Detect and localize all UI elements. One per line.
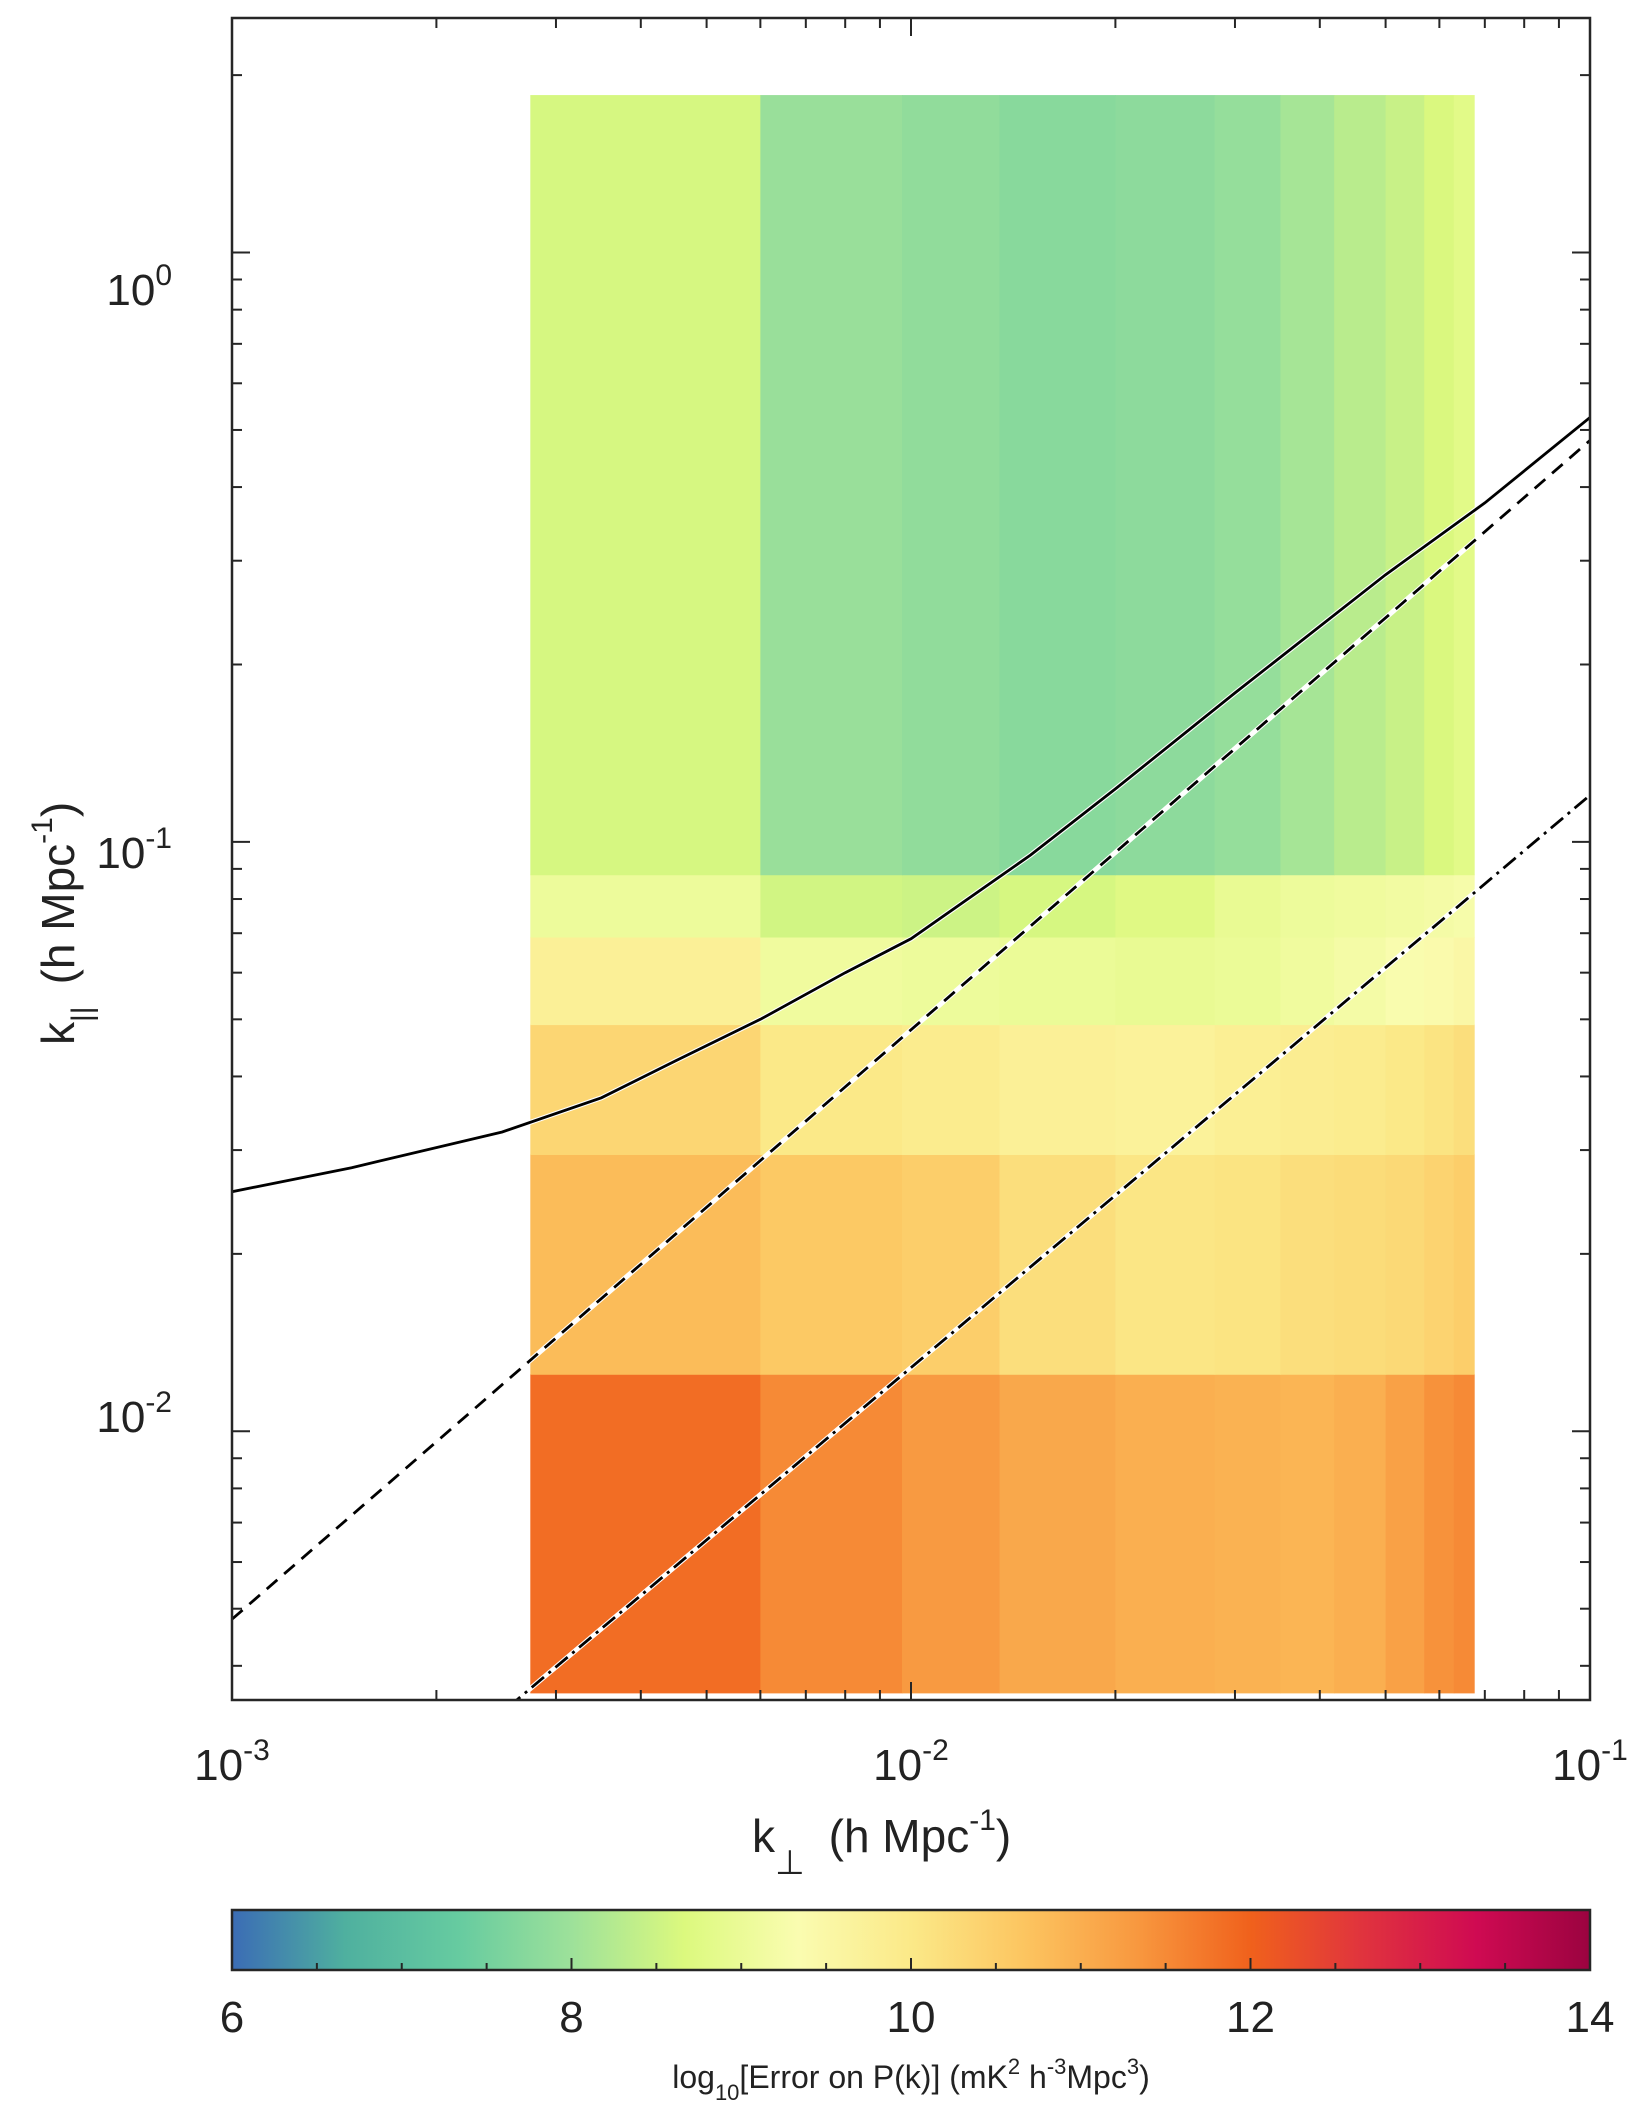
beam-limit-line bbox=[232, 439, 1590, 1621]
heatmap-cell bbox=[530, 936, 761, 1026]
colorbar-tick-label-12: 12 bbox=[1226, 1993, 1275, 2042]
x-tick-label-1e-2: 10-2 bbox=[873, 1734, 949, 1790]
axis-ticks bbox=[231, 18, 1591, 1700]
x-tick-label-1e-1: 10-1 bbox=[1552, 1734, 1628, 1790]
colorbar-tick-label-14: 14 bbox=[1566, 1993, 1615, 2042]
heatmap-cell bbox=[1334, 1024, 1387, 1155]
heatmap-cell bbox=[1280, 95, 1335, 876]
wedge-limit-line bbox=[514, 794, 1590, 1700]
heatmap-cell bbox=[1280, 936, 1335, 1026]
heatmap-cell bbox=[1115, 95, 1216, 876]
heatmap-cell bbox=[1453, 1154, 1475, 1375]
heatmap-cell bbox=[1334, 874, 1387, 938]
heatmap-cell bbox=[1115, 936, 1216, 1026]
x-axis-label: k⊥(h Mpc-1) bbox=[752, 1804, 1011, 1882]
heatmap-cell bbox=[1385, 874, 1425, 938]
heatmap-cell bbox=[902, 936, 1001, 1026]
heatmap-cell bbox=[1214, 1024, 1282, 1155]
colorbar-label: log10[Error on P(k)] (mK2 h-3Mpc3) bbox=[672, 2054, 1150, 2105]
heatmap-cell bbox=[1280, 874, 1335, 938]
heatmap-cell bbox=[1424, 1024, 1455, 1155]
heatmap-cell bbox=[1334, 95, 1387, 876]
heatmap-layer bbox=[530, 95, 1475, 1694]
heatmap-cell bbox=[1334, 936, 1387, 1026]
heatmap-cell bbox=[1453, 874, 1475, 938]
y-tick-label-1e0: 100 bbox=[106, 259, 172, 315]
cutoff-lines bbox=[232, 415, 1590, 1700]
heatmap-cell bbox=[1385, 1154, 1425, 1375]
heatmap-cell bbox=[1334, 1374, 1387, 1694]
heatmap-cell bbox=[999, 95, 1116, 876]
heatmap-cell bbox=[1115, 874, 1216, 938]
heatmap-cell bbox=[530, 1024, 761, 1155]
horizon-limit-line bbox=[232, 416, 1590, 1194]
heatmap-cell bbox=[1453, 1024, 1475, 1155]
heatmap-cell bbox=[1385, 95, 1425, 876]
heatmap-cell bbox=[760, 1154, 903, 1375]
heatmap-cell bbox=[1214, 874, 1282, 938]
heatmap-cell bbox=[902, 95, 1001, 876]
colorbar-tick-label-8: 8 bbox=[559, 1993, 583, 2042]
x-tick-label-1e-3: 10-3 bbox=[194, 1734, 270, 1790]
colorbar-tick-label-10: 10 bbox=[887, 1993, 936, 2042]
heatmap-cell bbox=[999, 1024, 1116, 1155]
heatmap-cell bbox=[999, 1154, 1116, 1375]
heatmap-cell bbox=[1424, 936, 1455, 1026]
heatmap-cell bbox=[1280, 1024, 1335, 1155]
heatmap-cell bbox=[760, 874, 903, 938]
heatmap-cell bbox=[1214, 1374, 1282, 1694]
heatmap-cell bbox=[760, 1374, 903, 1694]
heatmap-cell bbox=[902, 1154, 1001, 1375]
heatmap-cell bbox=[760, 95, 903, 876]
heatmap-cell bbox=[999, 1374, 1116, 1694]
y-tick-label-1e-2: 10-2 bbox=[96, 1386, 172, 1442]
heatmap-cell bbox=[902, 1024, 1001, 1155]
colorbar-ticks bbox=[231, 1958, 1591, 1970]
heatmap-cell bbox=[530, 1374, 761, 1694]
heatmap-cell bbox=[1424, 1154, 1455, 1375]
heatmap-cell bbox=[1115, 1374, 1216, 1694]
heatmap-cell bbox=[760, 1024, 903, 1155]
heatmap-cell bbox=[1385, 1374, 1425, 1694]
heatmap-cell bbox=[1214, 1154, 1282, 1375]
colorbar-tick-label-6: 6 bbox=[220, 1993, 244, 2042]
y-tick-label-1e-1: 10-1 bbox=[96, 822, 172, 878]
heatmap-cell bbox=[1115, 1024, 1216, 1155]
heatmap-cell bbox=[1214, 936, 1282, 1026]
heatmap-cell bbox=[530, 95, 761, 876]
heatmap-cell bbox=[1214, 95, 1282, 876]
heatmap-cell bbox=[999, 874, 1116, 938]
heatmap-cell bbox=[1424, 95, 1455, 876]
heatmap-cell bbox=[1453, 936, 1475, 1026]
heatmap-cell bbox=[1280, 1154, 1335, 1375]
heatmap-cell bbox=[1424, 874, 1455, 938]
heatmap-cell bbox=[1115, 1154, 1216, 1375]
heatmap-cell bbox=[1453, 1374, 1475, 1694]
heatmap-cell bbox=[999, 936, 1116, 1026]
heatmap-cell bbox=[1424, 1374, 1455, 1694]
heatmap-cell bbox=[1453, 95, 1475, 876]
heatmap-cell bbox=[902, 1374, 1001, 1694]
heatmap-cell bbox=[1334, 1154, 1387, 1375]
heatmap-cell bbox=[1385, 1024, 1425, 1155]
y-axis-label: k||(h Mpc-1) bbox=[26, 802, 99, 1045]
heatmap-cell bbox=[530, 874, 761, 938]
heatmap-cell bbox=[1280, 1374, 1335, 1694]
